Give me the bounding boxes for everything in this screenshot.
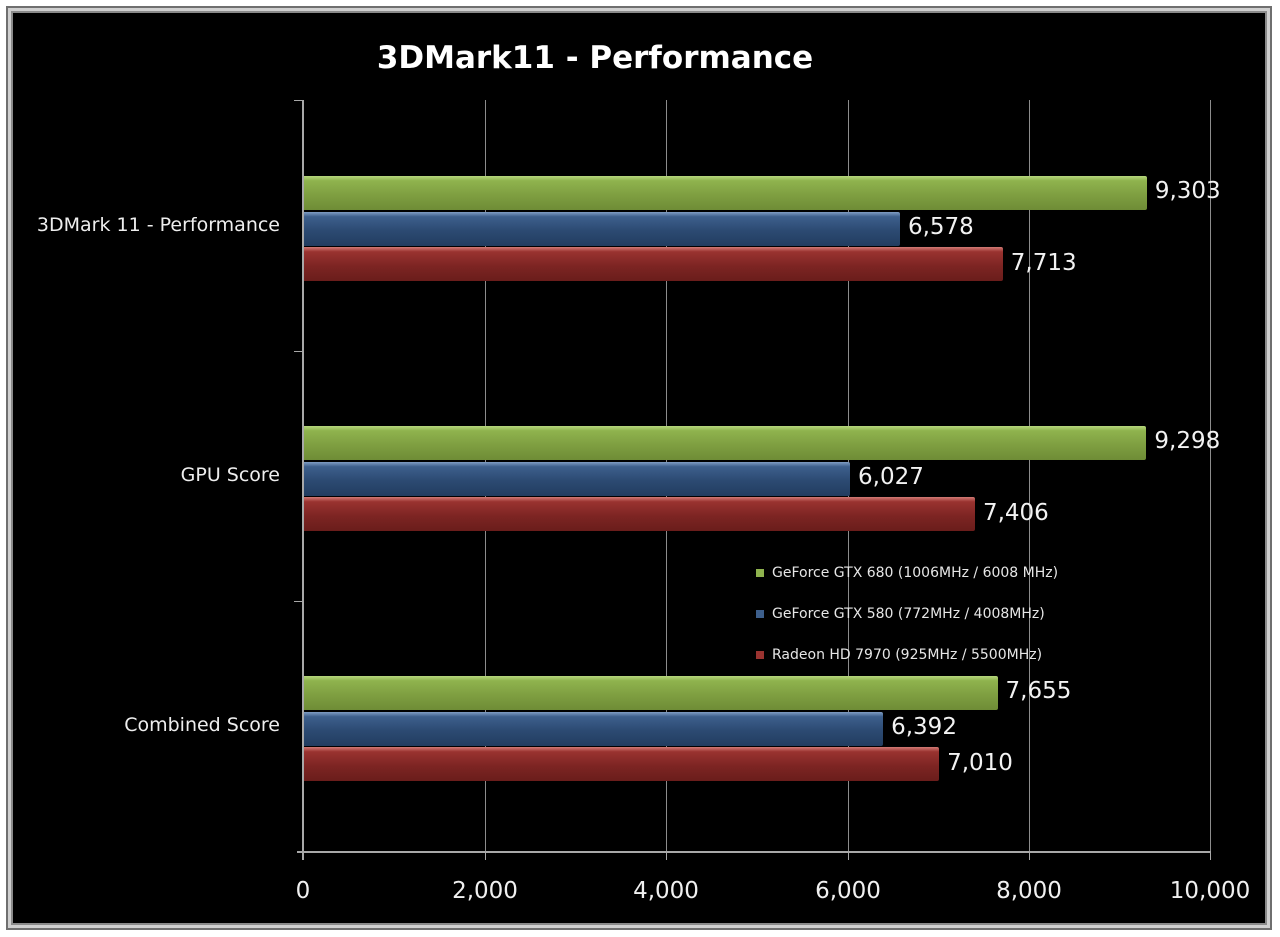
bar-gtx680-combined [304,676,998,710]
x-tick-label: 8,000 [996,878,1062,904]
x-axis [297,851,1211,853]
category-label: Combined Score [124,714,280,736]
legend-swatch-icon [756,650,764,659]
x-axis-tick [848,852,849,860]
value-label: 6,392 [891,714,957,740]
y-axis-tick [294,100,303,101]
y-axis-tick [294,601,303,602]
y-axis-tick [294,351,303,352]
value-label: 7,713 [1010,250,1077,276]
bar-hd7970-3dmark11 [304,247,1003,281]
value-label: 7,406 [982,500,1049,526]
bar-gtx680-3dmark11 [304,176,1147,210]
x-tick-label: 6,000 [815,878,881,904]
x-axis-tick [303,852,304,860]
x-tick-label: 10,000 [1169,878,1251,904]
value-label: 7,655 [1005,678,1072,704]
x-tick-label: 2,000 [452,878,518,904]
value-label: 6,578 [907,214,974,240]
value-label: 6,027 [858,464,924,490]
category-label: GPU Score [180,464,280,486]
x-axis-tick [666,852,667,860]
legend-swatch-icon [756,609,764,618]
legend-label: GeForce GTX 580 (772MHz / 4008MHz) [772,605,1045,622]
x-axis-tick [1029,852,1030,860]
y-axis [302,100,304,860]
legend-label: Radeon HD 7970 (925MHz / 5500MHz) [772,646,1043,663]
x-axis-tick [1210,852,1211,860]
bar-hd7970-gpu-score [304,497,975,531]
legend-item-hd7970: Radeon HD 7970 (925MHz / 5500MHz) [756,634,1058,675]
bar-gtx580-gpu-score [304,462,851,496]
bar-gtx680-gpu-score [304,426,1147,460]
legend-item-gtx580: GeForce GTX 580 (772MHz / 4008MHz) [756,593,1058,634]
legend-label: GeForce GTX 680 (1006MHz / 6008 MHz) [772,564,1059,581]
value-label: 9,298 [1154,428,1221,454]
gridline [1029,100,1030,852]
x-axis-tick [485,852,486,860]
bar-gtx580-3dmark11 [304,212,900,246]
bar-hd7970-combined [304,747,940,781]
legend-item-gtx680: GeForce GTX 680 (1006MHz / 6008 MHz) [756,552,1058,593]
value-label: 9,303 [1154,178,1221,204]
category-label: 3DMark 11 - Performance [36,214,280,236]
x-tick-label: 4,000 [633,878,699,904]
value-label: 7,010 [947,750,1013,776]
chart-legend: GeForce GTX 680 (1006MHz / 6008 MHz) GeF… [756,552,1058,675]
legend-swatch-icon [756,568,764,577]
chart-title: 3DMark11 - Performance [376,40,814,76]
gridline [1210,100,1211,852]
x-tick-label: 0 [295,878,311,904]
bar-gtx580-combined [304,712,884,746]
